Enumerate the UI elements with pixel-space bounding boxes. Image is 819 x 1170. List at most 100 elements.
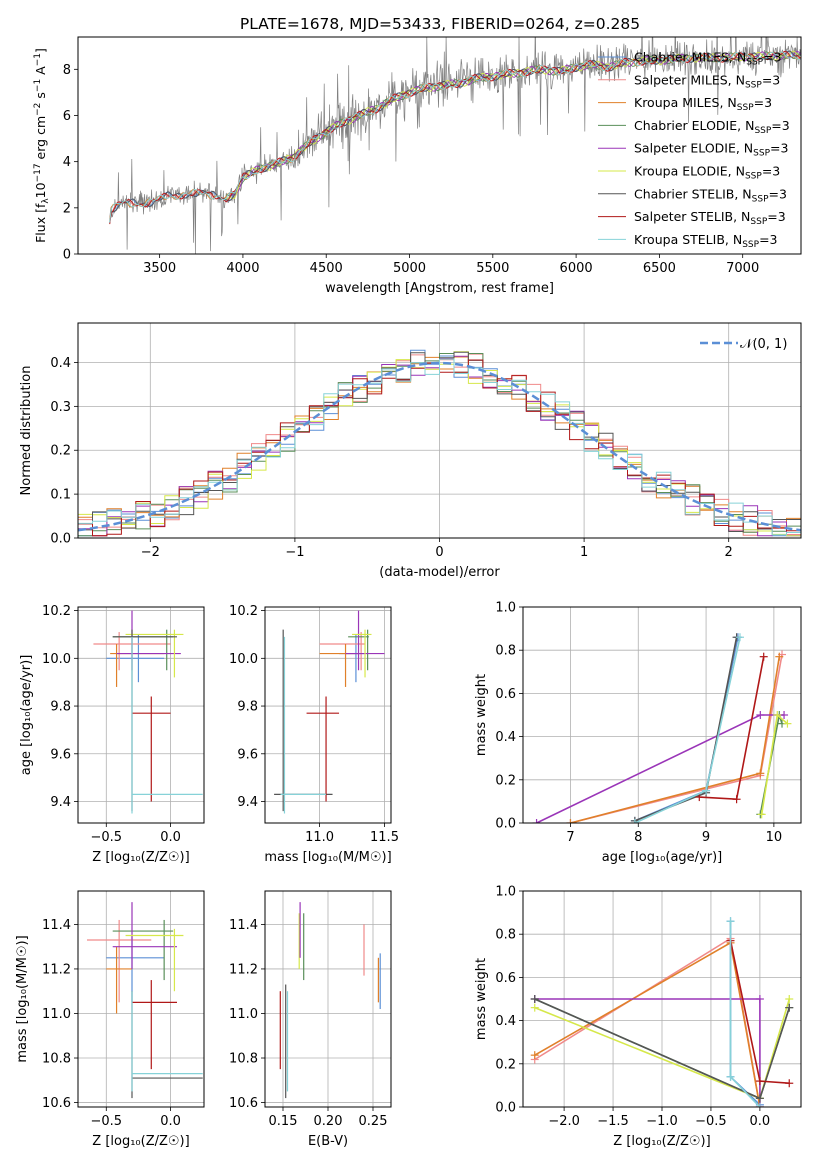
y-tick-label: 11.4 (229, 918, 258, 933)
x-tick-label: −2.0 (548, 1114, 580, 1129)
panel-age_vs_Z: −0.5 0.0 9.4 9.6 9.8 10.0 10.2 Z [log₁₀(Z/Z☉)] a… (19, 604, 205, 865)
y-tick-label: 9.4 (50, 795, 71, 810)
legend-label: Chabrier STELIB, NSSP=3 (634, 186, 787, 204)
y-tick-label: 11.4 (42, 918, 71, 933)
y-tick-label: 4 (63, 155, 71, 170)
y-axis-label: mass [log₁₀(M/M☉)] (15, 935, 30, 1062)
legend-label: Kroupa MILES, NSSP=3 (634, 95, 772, 113)
y-tick-label: 10.8 (229, 1052, 258, 1067)
y-tick-label: 0.4 (495, 730, 516, 745)
y-axis-label: Flux [fλ10−17 erg cm−2 s−1 A−1] (33, 48, 51, 243)
x-tick-label: 0.0 (750, 1114, 771, 1129)
y-tick-label: 0.2 (50, 444, 71, 459)
x-axis-label: (data-model)/error (379, 565, 500, 580)
x-tick-label: 11.0 (305, 830, 334, 845)
y-tick-label: 0.0 (495, 1101, 516, 1116)
axes: −0.5 0.0 9.4 9.6 9.8 10.0 10.2 Z [log₁₀(Z/Z☉)] a… (19, 604, 205, 865)
y-tick-label: 0.8 (495, 928, 516, 943)
y-tick-label: 0.2 (495, 1057, 516, 1072)
y-tick-label: 0.1 (50, 488, 71, 503)
x-tick-label: 5000 (393, 261, 426, 276)
y-tick-label: 9.6 (237, 747, 258, 762)
y-tick-label: 9.4 (237, 795, 258, 810)
y-tick-label: 0.6 (495, 687, 516, 702)
panel-residual_histogram: −2 −1 0 1 2 0.0 0.1 0.2 0.3 0.4 (data-model)/error… (19, 322, 802, 580)
y-tick-label: 0.4 (50, 356, 71, 371)
x-tick-label: 2 (725, 545, 733, 560)
weight-line-salpeter-miles (534, 937, 761, 1107)
x-axis-label: Z [log₁₀(Z/Z☉)] (92, 850, 189, 865)
y-tick-label: 0.0 (50, 532, 71, 547)
legend-label: Salpeter ELODIE, NSSP=3 (634, 141, 788, 159)
y-tick-label: 1.0 (495, 885, 516, 900)
gaussian-curve (78, 361, 801, 532)
y-tick-label: 9.6 (50, 747, 71, 762)
weight-line-kroupa-stelib (634, 637, 741, 823)
weight-line-kroupa-miles (534, 941, 761, 1107)
y-tick-label: 10.0 (42, 652, 71, 667)
panel-age_vs_mass: 11.0 11.5 9.4 9.6 9.8 10.0 10.2 mass [log₁₀(M/M… (229, 604, 399, 865)
y-tick-label: 11.0 (42, 1007, 71, 1022)
y-tick-label: 0 (63, 248, 71, 263)
y-tick-label: 0.8 (495, 644, 516, 659)
spectrum-model-kroupa-stelib (109, 51, 801, 223)
x-tick-label: −1 (285, 545, 304, 560)
legend-label: 𝒩(0, 1) (740, 337, 787, 352)
x-tick-label: 0.0 (160, 830, 181, 845)
x-tick-label: −0.5 (90, 1114, 122, 1129)
x-tick-label: 0 (435, 545, 443, 560)
y-tick-label: 1.0 (495, 601, 516, 616)
figure-title: PLATE=1678, MJD=53433, FIBERID=0264, z=0… (240, 15, 640, 33)
panel-spectrum: 3500 4000 4500 5000 5500 6000 6500 7000 0 2 4 6 8 wav… (33, 36, 802, 296)
axes-frame (77, 36, 802, 255)
y-axis-label: age [log₁₀(age/yr)] (19, 655, 34, 776)
plot-area (109, 37, 801, 254)
legend-label: Salpeter STELIB, NSSP=3 (634, 209, 786, 227)
y-tick-label: 0.2 (495, 773, 516, 788)
y-tick-label: 10.8 (42, 1052, 71, 1067)
x-tick-label: −1.0 (646, 1114, 678, 1129)
y-tick-label: 10.2 (42, 604, 71, 619)
axes-frame (77, 890, 205, 1108)
x-tick-label: 4000 (226, 261, 259, 276)
y-tick-label: 9.8 (237, 700, 258, 715)
y-tick-label: 10.2 (229, 604, 258, 619)
x-axis-label: Z [log₁₀(Z/Z☉)] (92, 1134, 189, 1149)
plot-area (530, 917, 794, 1107)
y-tick-label: 10.6 (42, 1096, 71, 1111)
weight-line-kroupa-elodie (760, 713, 788, 815)
y-tick-label: 0.3 (50, 400, 71, 415)
x-tick-label: 8 (634, 830, 642, 845)
x-tick-label: 3500 (143, 261, 176, 276)
legend-label: Kroupa STELIB, NSSP=3 (634, 232, 778, 250)
axes: −2.0 −1.5 −1.0 −0.5 0.0 0.0 0.2 0.4 0.6 0.8 1.0 Z [… (474, 885, 802, 1149)
plot-area (78, 349, 801, 537)
y-tick-label: 10.6 (229, 1096, 258, 1111)
y-tick-label: 11.2 (42, 962, 71, 977)
legend-label: Chabrier ELODIE, NSSP=3 (634, 118, 790, 136)
y-tick-label: 2 (63, 201, 71, 216)
legend-label: Chabrier MILES, NSSP=3 (634, 50, 782, 68)
spectrum-model-salpeter-stelib (109, 50, 801, 224)
y-tick-label: 11.2 (229, 962, 258, 977)
plot-area (93, 610, 203, 814)
panel-mass_vs_ebv: 0.15 0.20 0.25 10.6 10.8 11.0 11.2 11.4 E(B-V) (229, 890, 392, 1149)
x-tick-label: −2 (141, 545, 160, 560)
y-tick-label: 0.4 (495, 1014, 516, 1029)
y-axis-label: mass weight (474, 674, 489, 756)
weight-line-salpeter-miles (570, 654, 783, 823)
plot-area (274, 610, 385, 814)
x-tick-label: −0.5 (695, 1114, 727, 1129)
x-tick-label: 5500 (476, 261, 509, 276)
weight-line-salpeter-elodie (536, 714, 784, 823)
spectrum-model-salpeter-elodie (226, 50, 801, 200)
x-tick-label: 6500 (643, 261, 676, 276)
x-tick-label: 10 (766, 830, 783, 845)
axes-frame (77, 606, 205, 824)
hist-step-kroupa-stelib (78, 358, 801, 536)
x-tick-label: 0.20 (314, 1114, 343, 1129)
y-tick-label: 8 (63, 63, 71, 78)
x-tick-label: 7000 (726, 261, 759, 276)
axes: −0.5 0.0 10.6 10.8 11.0 11.2 11.4 Z [log₁₀(Z/Z☉… (15, 890, 205, 1149)
